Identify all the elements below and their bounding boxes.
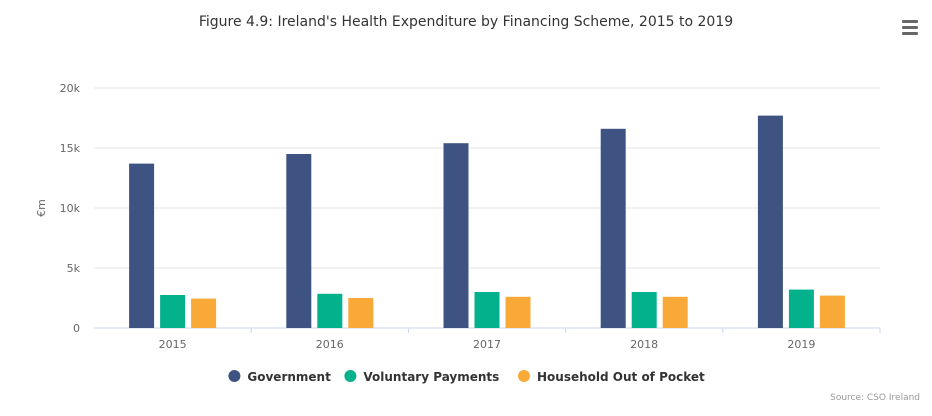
bar-voluntary-payments-2015[interactable]: [160, 295, 186, 328]
chart-title: Figure 4.9: Ireland's Health Expenditure…: [198, 14, 734, 30]
bar-household-out-of-pocket-2016[interactable]: [348, 298, 374, 328]
legend-item-voluntary-payments[interactable]: Voluntary Payments: [344, 370, 499, 384]
bar-government-2017[interactable]: [443, 143, 469, 328]
bar-government-2016[interactable]: [286, 154, 312, 328]
bar-household-out-of-pocket-2019[interactable]: [819, 295, 845, 328]
bar-household-out-of-pocket-2017[interactable]: [505, 296, 531, 328]
legend-item-household-out-of-pocket[interactable]: Household Out of Pocket: [518, 370, 705, 384]
legend-label: Government: [247, 370, 331, 384]
x-tick-label: 2015: [159, 338, 187, 351]
legend-swatch: [344, 370, 357, 382]
source-credit[interactable]: Source: CSO Ireland: [830, 393, 920, 403]
legend-swatch: [228, 370, 241, 382]
x-tick-label: 2019: [787, 338, 815, 351]
bar-government-2015[interactable]: [129, 163, 155, 328]
legend-swatch: [518, 370, 530, 382]
legend-label: Voluntary Payments: [363, 370, 499, 384]
y-tick-label: 0: [73, 322, 80, 335]
bar-government-2018[interactable]: [600, 128, 626, 328]
bar-voluntary-payments-2019[interactable]: [788, 289, 814, 328]
y-axis-title: €m: [35, 199, 48, 217]
x-tick-label: 2016: [316, 338, 344, 351]
y-tick-label: 20k: [60, 82, 81, 95]
bar-voluntary-payments-2016[interactable]: [317, 293, 343, 328]
y-tick-label: 10k: [60, 202, 81, 215]
bar-voluntary-payments-2018[interactable]: [631, 292, 657, 328]
bar-voluntary-payments-2017[interactable]: [474, 292, 500, 328]
bar-household-out-of-pocket-2015[interactable]: [191, 298, 217, 328]
hamburger-menu-icon[interactable]: [896, 18, 922, 40]
legend-label: Household Out of Pocket: [537, 370, 705, 384]
bar-government-2019[interactable]: [757, 115, 783, 328]
bar-household-out-of-pocket-2018[interactable]: [662, 296, 688, 328]
y-tick-label: 5k: [67, 262, 81, 275]
x-tick-label: 2018: [630, 338, 658, 351]
legend-item-government[interactable]: Government: [228, 370, 331, 384]
y-tick-label: 15k: [60, 142, 81, 155]
x-tick-label: 2017: [473, 338, 501, 351]
